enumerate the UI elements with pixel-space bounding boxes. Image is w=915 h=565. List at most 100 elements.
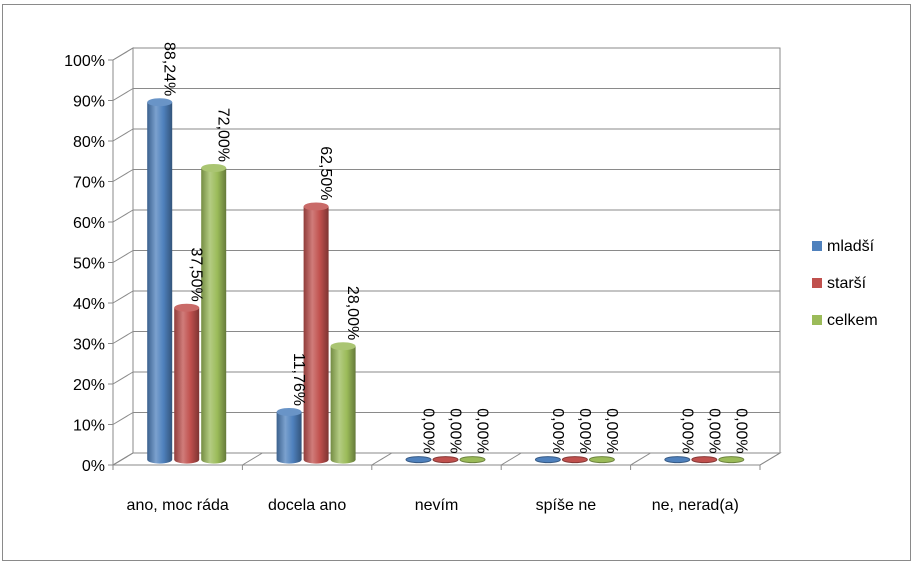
data-label: 28,00%: [344, 286, 361, 340]
bar: [201, 164, 227, 464]
gridline-side: [112, 250, 134, 263]
y-axis-ticks: 0% 10% 20% 30% 40% 50% 60% 70% 80% 90% 100%: [64, 53, 114, 475]
legend-swatch: [812, 241, 822, 251]
data-label: 0,00%: [420, 408, 437, 453]
data-label: 0,00%: [549, 408, 566, 453]
category-divider: [630, 452, 651, 466]
category-divider: [112, 452, 134, 466]
category-label: spíše ne: [536, 497, 597, 514]
y-tick-label: 60%: [73, 215, 105, 232]
gridline-side: [112, 412, 134, 425]
bars: [147, 98, 745, 464]
bar: [534, 456, 561, 464]
legend-entry: celkem: [812, 312, 878, 329]
category-divider: [500, 452, 522, 466]
gridline-side: [112, 47, 134, 61]
bar: [330, 342, 356, 464]
bar: [664, 456, 691, 464]
data-label: 0,00%: [447, 408, 464, 453]
legend-swatch: [812, 315, 822, 325]
y-tick-label: 50%: [73, 256, 105, 273]
data-label: 37,50%: [188, 247, 205, 301]
legend-entry: mladší: [812, 238, 875, 255]
y-tick-label: 20%: [73, 377, 105, 394]
legend-entry: starší: [812, 275, 867, 292]
data-labels: 88,24% 37,50% 72,00% 11,76% 62,50% 28,00% 0,00…: [161, 42, 750, 454]
bar: [405, 456, 432, 464]
bar-top: [588, 456, 615, 464]
chart-frame: [2, 4, 911, 561]
data-label: 0,00%: [603, 408, 620, 453]
legend-swatch: [812, 278, 822, 288]
data-label: 0,00%: [678, 408, 695, 453]
gridline-side: [112, 371, 134, 385]
y-tick-label: 40%: [73, 296, 105, 313]
category-label: ano, moc ráda: [127, 497, 229, 514]
legend: mladší starší celkem: [812, 238, 878, 329]
bar: [691, 456, 718, 464]
legend-label: starší: [827, 275, 867, 292]
bar-top: [664, 456, 691, 464]
bar-top: [330, 342, 356, 351]
bar-top: [432, 456, 459, 464]
bar: [588, 456, 615, 464]
data-label: 11,76%: [290, 353, 307, 406]
bar: [718, 456, 745, 464]
gridline-side: [112, 331, 134, 344]
category-label: nevím: [415, 497, 459, 514]
gridline-side: [112, 209, 134, 223]
bar-top: [174, 303, 200, 312]
legend-label: mladší: [827, 238, 875, 255]
gridlines: [112, 47, 780, 425]
bar: [174, 303, 200, 464]
bar-body: [201, 168, 227, 464]
gridline-side: [112, 128, 134, 142]
bar-top: [201, 164, 227, 172]
bar-top: [276, 407, 302, 416]
bar: [276, 407, 302, 464]
bar-top: [147, 98, 173, 107]
bar-body: [174, 307, 200, 464]
data-label: 0,00%: [474, 408, 491, 453]
bar: [147, 98, 173, 464]
y-tick-label: 70%: [73, 175, 105, 192]
bar-top: [303, 202, 329, 211]
legend-label: celkem: [827, 312, 878, 329]
bar-body: [303, 206, 329, 464]
bar-body: [330, 346, 356, 464]
category-divider: [759, 452, 781, 466]
y-tick-label: 80%: [73, 134, 105, 151]
bar: [561, 456, 588, 464]
category-divider: [242, 452, 263, 466]
data-label: 0,00%: [576, 408, 593, 453]
x-axis-categories: ano, moc ráda docela ano nevím spíše ne ne, …: [127, 497, 739, 514]
bar-top: [718, 456, 745, 464]
bar-top: [534, 456, 561, 464]
bar-body: [147, 102, 173, 464]
bar-top: [691, 456, 718, 464]
y-tick-label: 10%: [73, 418, 105, 435]
data-label: 0,00%: [705, 408, 722, 453]
bar-top: [405, 456, 432, 464]
bar: [303, 202, 329, 464]
bar-top: [459, 456, 486, 464]
bar: [432, 456, 459, 464]
y-tick-label: 100%: [64, 53, 105, 70]
y-tick-label: 90%: [73, 94, 105, 111]
gridline-side: [112, 88, 134, 101]
y-tick-label: 0%: [82, 458, 105, 475]
chart-floor: [111, 452, 782, 470]
gridline-side: [112, 169, 134, 182]
data-label: 62,50%: [317, 146, 334, 200]
data-label: 0,00%: [732, 408, 749, 453]
data-label: 72,00%: [215, 108, 232, 162]
y-tick-label: 30%: [73, 337, 105, 354]
category-divider: [371, 452, 393, 466]
category-label: ne, nerad(a): [652, 497, 739, 514]
bar: [459, 456, 486, 464]
bar-body: [276, 411, 302, 464]
category-label: docela ano: [268, 497, 346, 514]
bar-top: [561, 456, 588, 464]
gridline-side: [112, 290, 134, 304]
